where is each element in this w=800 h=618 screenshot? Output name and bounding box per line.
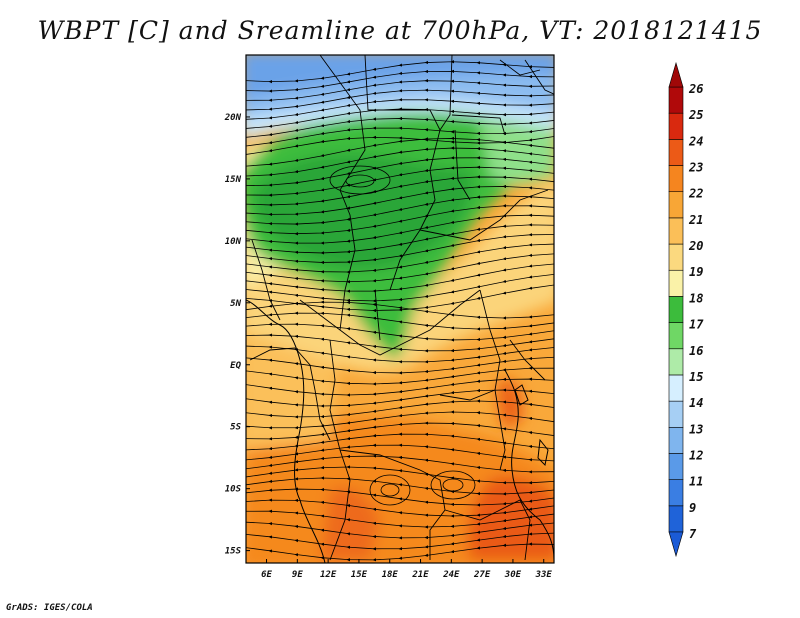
lon-tick-label: 18E [382,570,399,580]
colorbar-swatch [668,217,684,245]
lat-tick-label: 10S [225,485,242,495]
lon-tick-label: 33E [535,570,553,580]
colorbar-swatch [668,86,684,114]
map-frame [245,54,555,564]
lat-tick-label: 10N [225,237,242,247]
colorbar-label: 14 [689,396,703,410]
streamline [246,542,554,562]
lat-tick-label: 15S [225,547,242,557]
colorbar-label: 25 [688,108,703,122]
colorbar-swatch [668,112,684,140]
lat-tick-label: 5N [230,299,241,309]
lat-tick-label: 15N [225,175,242,185]
colorbar-label: 13 [689,422,703,436]
colorbar-label: 21 [688,213,703,227]
colorbar-label: 9 [689,501,696,515]
colorbar-label: 15 [689,370,703,384]
colorbar-swatch [668,243,684,271]
grads-credit: GrADS: IGES/COLA [6,603,93,613]
lon-tick-label: 30E [504,570,522,580]
streamlines [246,60,554,562]
colorbar-swatch [668,139,684,166]
colorbar-swatch [668,322,684,350]
colorbar-max-arrow [668,61,684,88]
colorbar-swatch [668,348,684,376]
colorbar-label: 12 [689,448,703,462]
colorbar-swatch [668,400,684,428]
colorbar-label: 11 [689,475,703,489]
colorbar-swatch [668,269,684,297]
lon-tick-label: 27E [473,570,491,580]
colorbar-label: 20 [688,239,703,253]
streamline-vortex-southwest-inner [380,483,400,497]
colorbar-label: 19 [689,265,703,279]
colorbar-label: 24 [688,134,703,148]
map-title: WBPT [C] and Sreamline at 700hPa, VT: 20… [37,16,763,45]
colorbar-label: 17 [689,318,704,332]
streamline-vortex-south-inner [442,478,464,492]
colorbar-swatch [668,191,684,219]
colorbar-label: 7 [689,527,697,541]
streamline-vortex-southwest [369,474,411,506]
colorbar-swatch [668,479,684,507]
colorbar-swatch [668,165,684,193]
colorbar-swatch [668,296,684,323]
lon-tick-label: 21E [411,570,429,580]
colorbar-swatch [668,374,684,402]
lon-tick-label: 15E [351,570,368,580]
colorbar-label: 16 [689,344,703,358]
streamline-vortex-north [329,165,391,195]
lat-tick-label: 20N [224,113,242,123]
colorbar-swatch [668,426,684,454]
streamline-vortex-south [430,470,476,500]
colorbar-min-arrow [668,531,684,558]
colorbar-label: 26 [688,82,703,96]
colorbar-label: 18 [689,291,703,305]
axis-ticks: 6E 9E 12E 15E 18E 21E 24E 27E 30E 33E 20N 15N 10N 5N E… [224,113,553,580]
lon-tick-label: 24E [442,570,460,580]
streamline-vortex-north-inner [345,174,375,188]
colorbar-swatch [668,453,684,480]
lon-tick-label: 6E [261,570,272,580]
colorbar-label: 23 [688,161,703,175]
colorbar: 7 9 11 12 13 14 15 16 17 18 19 20 21 22 23 24 25 26 [668,61,704,558]
lon-tick-label: 12E [320,570,337,580]
lat-tick-label: 5S [230,423,241,433]
lat-tick-label: EQ [230,361,241,371]
lon-tick-label: 9E [292,570,303,580]
colorbar-label: 22 [688,187,703,201]
colorbar-swatch [668,505,684,533]
